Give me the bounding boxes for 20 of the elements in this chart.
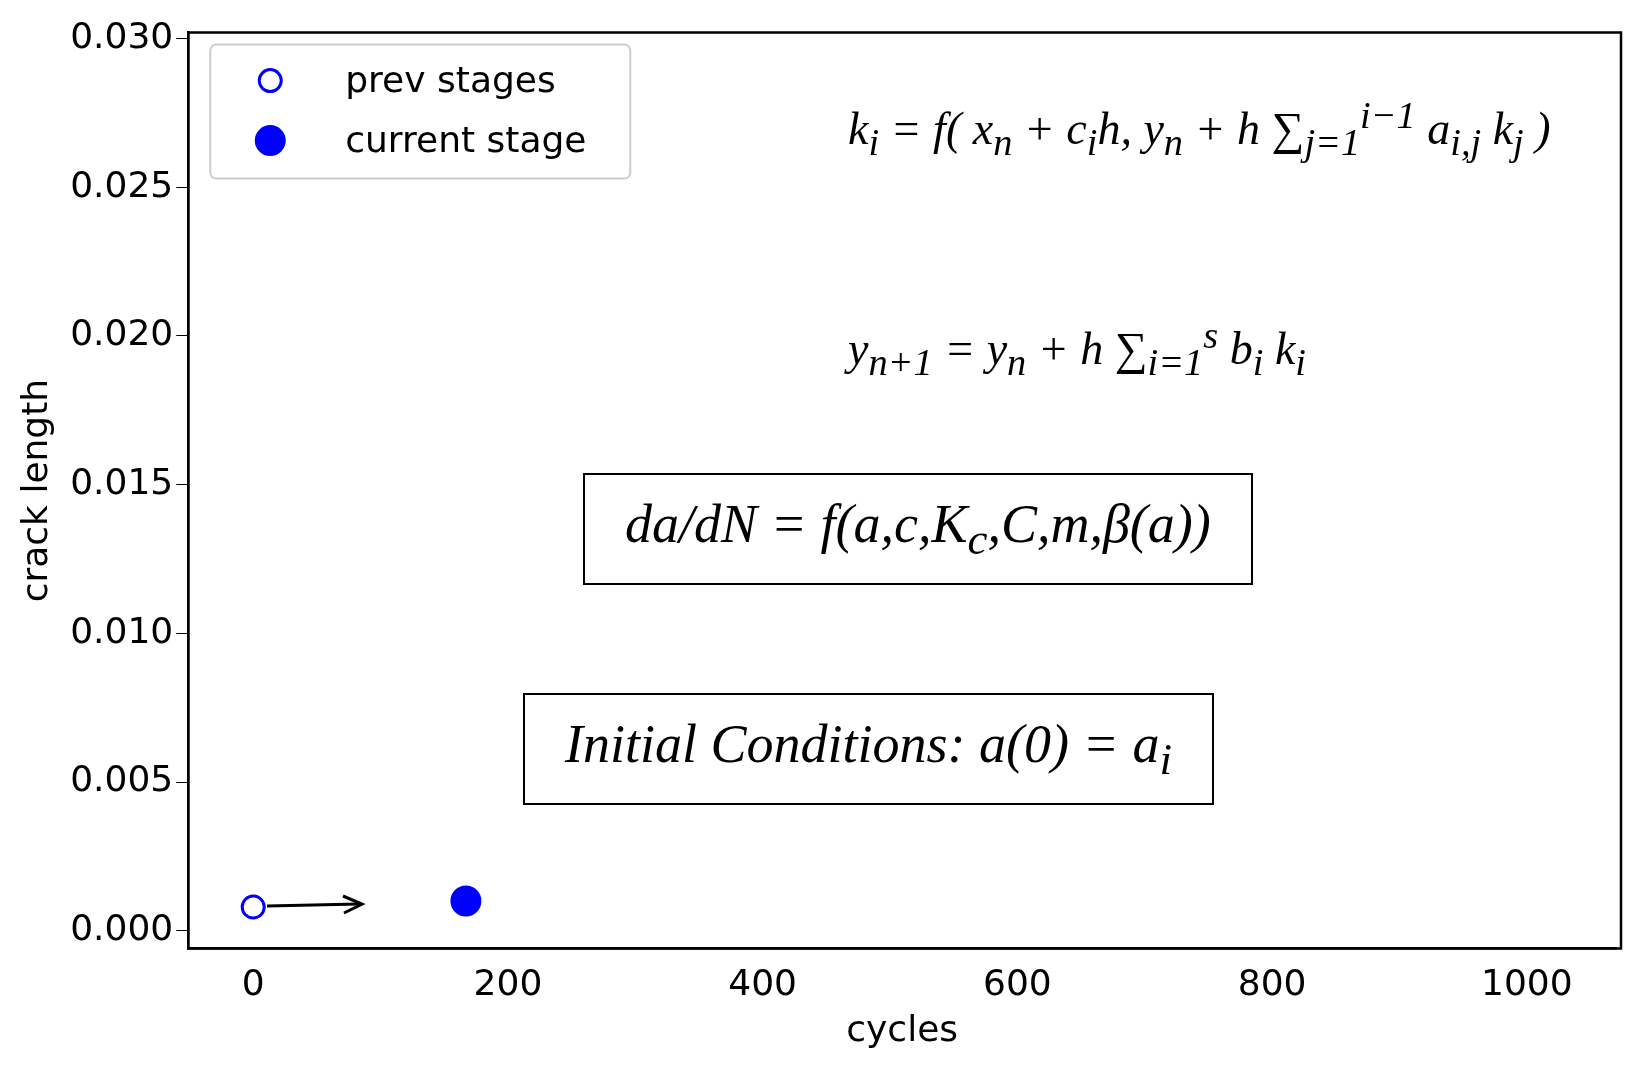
y-tick-label: 0.025 [70,163,174,205]
annotation: da/dN = f(a,c,K$_{c}$,C,m,β(a)) [583,473,1253,585]
x-tick-label: 0 [241,961,265,1003]
y-tick-label: 0.000 [70,907,174,949]
y-tick-label: 0.010 [70,609,174,651]
y-tick-label: 0.015 [70,461,174,503]
y-tick-label: 0.020 [70,312,174,354]
x-tick-label: 400 [728,961,798,1003]
y-axis-title: crack length [13,378,55,603]
y-tick-label: 0.030 [70,14,174,56]
x-tick-label: 1000 [1481,961,1573,1003]
legend-label: current stage [345,118,587,160]
x-axis-title: cycles [846,1007,959,1049]
text: k$_{i}$ = f( x$_{n}$ + c$_{i}$h, y$_{n}$ + h ∑$_{j=1}$$^{i−1}$ a$_{i,j}$ k$_{j}$ ) [848,94,1551,163]
x-tick-label: 200 [473,961,543,1003]
x-tick-label: 600 [983,961,1052,1003]
y-tick-label: 0.005 [70,758,174,800]
legend-label: prev stages [345,58,556,100]
annotation: Initial Conditions: a(0) = a$_{i}$ [523,693,1214,805]
x-tick-label: 800 [1237,961,1307,1003]
